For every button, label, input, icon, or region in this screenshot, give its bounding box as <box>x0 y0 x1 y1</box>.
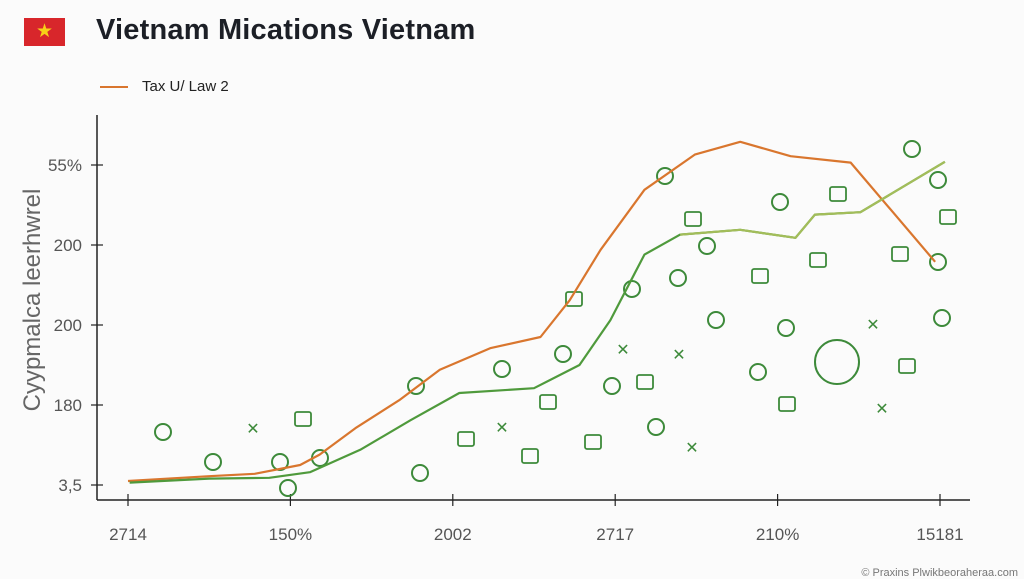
decorative-building-icon <box>940 210 956 224</box>
decorative-building-icon <box>810 253 826 267</box>
decorative-building-icon <box>522 449 538 463</box>
decorative-cross-icon: ✕ <box>495 420 508 437</box>
decorative-building-icon <box>779 397 795 411</box>
credit-text: © Praxins Plwikbeoraheraa.com <box>861 567 1018 579</box>
decorative-building-icon <box>637 375 653 389</box>
x-tick-label: 150% <box>269 525 312 544</box>
decorative-building-icon <box>752 269 768 283</box>
y-tick-label: 200 <box>54 236 82 255</box>
decorative-circle-icon <box>555 346 571 362</box>
decorative-circle-icon <box>815 340 859 384</box>
decorative-building-icon <box>295 412 311 426</box>
decorative-building-icon <box>685 212 701 226</box>
decorative-circle-icon <box>670 270 686 286</box>
decorative-cross-icon: ✕ <box>875 401 888 418</box>
x-tick-label: 15181 <box>916 525 963 544</box>
y-tick-label: 180 <box>54 396 82 415</box>
y-tick-label: 3,5 <box>58 476 82 495</box>
decorative-cross-icon: ✕ <box>672 347 685 364</box>
x-tick-label: 2717 <box>596 525 634 544</box>
decorative-cross-icon: ✕ <box>616 342 629 359</box>
decorative-circle-icon <box>648 419 664 435</box>
y-tick-label: 55% <box>48 156 82 175</box>
x-tick-label: 2002 <box>434 525 472 544</box>
decorative-circle-icon <box>604 378 620 394</box>
decorative-circle-icon <box>930 254 946 270</box>
decorative-circle-icon <box>934 310 950 326</box>
y-axis-label: Cyypmalca leerhwrel <box>19 189 46 412</box>
decorative-building-icon <box>892 247 908 261</box>
decorative-building-icon <box>585 435 601 449</box>
decorative-circle-icon <box>205 454 221 470</box>
decorative-circle-icon <box>280 480 296 496</box>
y-tick-label: 200 <box>54 316 82 335</box>
x-tick-label: 210% <box>756 525 799 544</box>
decorative-building-icon <box>830 187 846 201</box>
decorative-circle-icon <box>494 361 510 377</box>
decorative-circle-icon <box>904 141 920 157</box>
decorative-cross-icon: ✕ <box>866 317 879 334</box>
decorative-circle-icon <box>699 238 715 254</box>
decorative-circle-icon <box>750 364 766 380</box>
decorative-circle-icon <box>708 312 724 328</box>
decorative-circle-icon <box>930 172 946 188</box>
decorative-building-icon <box>899 359 915 373</box>
decorative-circle-icon <box>778 320 794 336</box>
x-tick-label: 2714 <box>109 525 147 544</box>
decorative-circle-icon <box>412 465 428 481</box>
decorative-circle-icon <box>772 194 788 210</box>
decorative-circle-icon <box>155 424 171 440</box>
decorative-cross-icon: ✕ <box>685 440 698 457</box>
decorative-cross-icon: ✕ <box>246 421 259 438</box>
decorative-building-icon <box>540 395 556 409</box>
decorative-building-icon <box>458 432 474 446</box>
